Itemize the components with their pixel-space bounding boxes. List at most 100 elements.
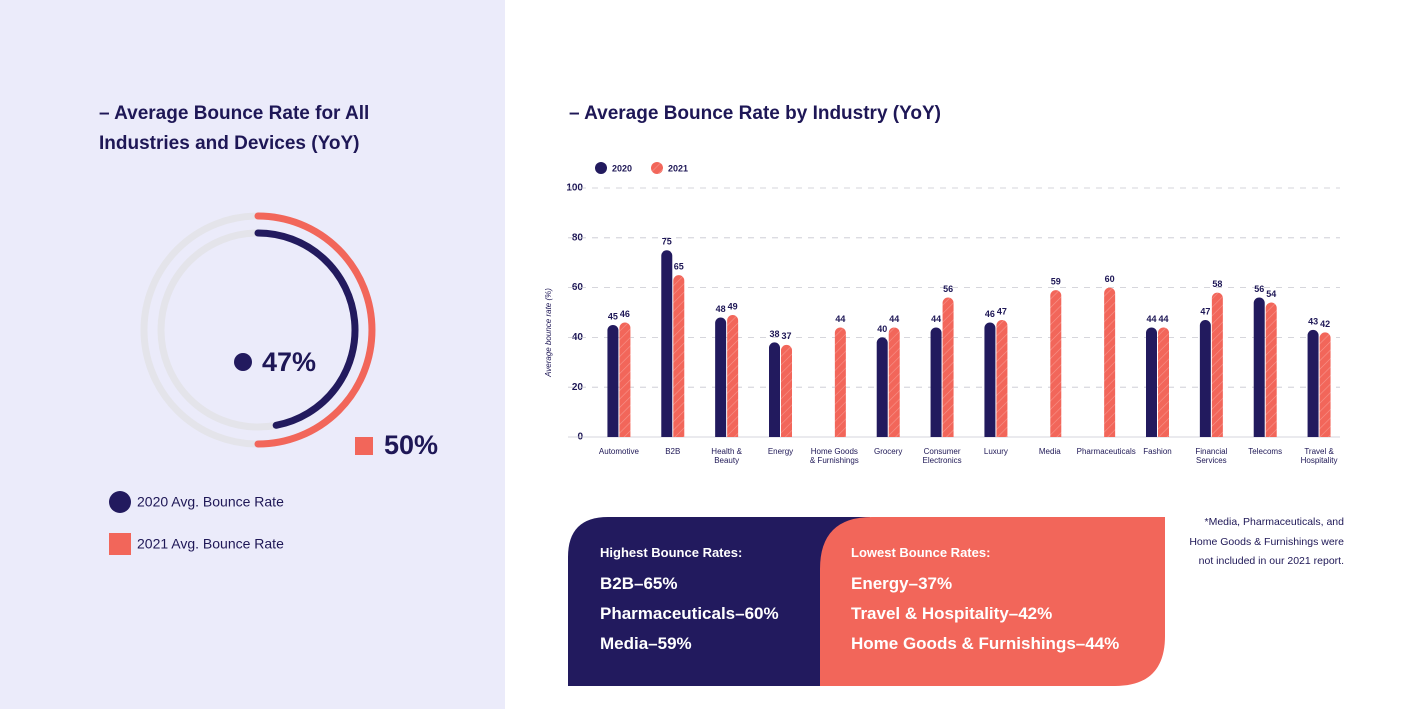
bar bbox=[1146, 327, 1157, 437]
value-label: 45 bbox=[608, 311, 618, 321]
highest-item: Media–59% bbox=[600, 634, 692, 653]
bar bbox=[1199, 319, 1211, 437]
bar bbox=[727, 314, 739, 437]
value-label: 65 bbox=[674, 262, 684, 272]
legend-label: 2020 Avg. Bounce Rate bbox=[137, 494, 284, 510]
lowest-title: Lowest Bounce Rates: bbox=[851, 545, 991, 560]
value-label: 44 bbox=[835, 314, 845, 324]
value-label: 58 bbox=[1212, 279, 1222, 289]
value-label: 56 bbox=[1254, 284, 1264, 294]
bar bbox=[1307, 329, 1319, 437]
x-tick-label: Home Goods & Furnishings bbox=[809, 447, 859, 465]
bar bbox=[834, 327, 846, 437]
y-tick-label: 40 bbox=[572, 332, 584, 343]
value-label: 49 bbox=[728, 301, 738, 311]
ring-arc bbox=[254, 229, 359, 429]
y-tick-label: 60 bbox=[572, 282, 584, 293]
x-tick-label: Fashion bbox=[1143, 447, 1172, 456]
bar-title: – Average Bounce Rate by Industry (YoY) bbox=[569, 103, 941, 124]
legend-swatch bbox=[109, 491, 131, 513]
y-axis-label: Average bounce rate (%) bbox=[544, 288, 553, 378]
value-label: 37 bbox=[781, 331, 791, 341]
value-label: 44 bbox=[931, 314, 941, 324]
legend-label: 2021 Avg. Bounce Rate bbox=[137, 536, 284, 552]
lowest-item: Travel & Hospitality–42% bbox=[851, 604, 1053, 623]
bar bbox=[888, 327, 900, 437]
lowest-item: Home Goods & Furnishings–44% bbox=[851, 634, 1120, 653]
value-label: 38 bbox=[769, 329, 779, 339]
value-label: 75 bbox=[662, 237, 672, 247]
highest-item: B2B–65% bbox=[600, 574, 678, 593]
bar bbox=[673, 275, 685, 437]
x-tick-label: B2B bbox=[665, 447, 681, 456]
label-dot bbox=[234, 353, 252, 371]
value-label: 47 bbox=[997, 306, 1007, 316]
value-label: 46 bbox=[620, 309, 630, 319]
bar bbox=[1265, 302, 1277, 437]
highest-title: Highest Bounce Rates: bbox=[600, 545, 743, 560]
x-tick-label: Energy bbox=[767, 447, 794, 456]
bar bbox=[1104, 287, 1116, 437]
value-label: 50% bbox=[384, 430, 438, 460]
y-tick-label: 100 bbox=[566, 183, 583, 194]
bar bbox=[769, 342, 780, 437]
bar bbox=[942, 297, 954, 437]
legend-swatch bbox=[651, 162, 663, 174]
legend-label: 2020 bbox=[612, 163, 632, 173]
value-label: 42 bbox=[1320, 319, 1330, 329]
legend-swatch bbox=[109, 533, 131, 555]
bar bbox=[876, 337, 888, 437]
bar bbox=[1319, 332, 1331, 437]
x-tick-label: Luxury bbox=[983, 447, 1008, 456]
x-tick-label: Travel & Hospitality bbox=[1300, 447, 1338, 465]
label-square bbox=[355, 437, 373, 455]
bar bbox=[619, 322, 631, 437]
bar bbox=[607, 324, 619, 437]
x-tick-label: Telecoms bbox=[1248, 447, 1283, 456]
x-tick-label: Health & Beauty bbox=[711, 447, 742, 465]
value-label: 44 bbox=[1146, 314, 1156, 324]
value-label: 47% bbox=[262, 347, 316, 377]
x-tick-label: Financial Services bbox=[1195, 447, 1228, 465]
highlight-dark-box bbox=[568, 517, 870, 686]
highest-item: Pharmaceuticals–60% bbox=[600, 604, 779, 623]
value-label: 48 bbox=[716, 304, 726, 314]
bar bbox=[715, 317, 727, 437]
x-tick-label: Consumer Electronics bbox=[922, 447, 962, 465]
value-label: 43 bbox=[1308, 316, 1318, 326]
value-label: 56 bbox=[943, 284, 953, 294]
footnote: *Media, Pharmaceuticals, and Home Goods … bbox=[1189, 516, 1344, 567]
bar bbox=[661, 250, 673, 437]
y-tick-label: 80 bbox=[572, 232, 584, 243]
value-label: 44 bbox=[889, 314, 899, 324]
bar bbox=[1253, 297, 1265, 437]
value-label: 54 bbox=[1266, 289, 1276, 299]
x-tick-label: Media bbox=[1038, 447, 1061, 456]
legend-label: 2021 bbox=[668, 163, 688, 173]
x-tick-label: Grocery bbox=[873, 447, 903, 456]
value-label: 59 bbox=[1051, 276, 1061, 286]
bar bbox=[1211, 292, 1223, 437]
ring-arc bbox=[254, 212, 376, 448]
x-tick-label: Pharmaceuticals bbox=[1076, 447, 1136, 456]
bar bbox=[1158, 327, 1169, 437]
bar bbox=[930, 327, 942, 437]
value-label: 44 bbox=[1158, 314, 1168, 324]
value-label: 46 bbox=[985, 309, 995, 319]
bar bbox=[984, 322, 996, 437]
value-label: 47 bbox=[1200, 306, 1210, 316]
legend-swatch bbox=[595, 162, 607, 174]
lowest-item: Energy–37% bbox=[851, 574, 953, 593]
bar bbox=[1050, 290, 1062, 437]
x-tick-label: Automotive bbox=[598, 447, 639, 456]
y-tick-label: 20 bbox=[572, 382, 584, 393]
value-label: 60 bbox=[1105, 274, 1115, 284]
left-panel bbox=[0, 0, 505, 709]
bar bbox=[781, 344, 792, 437]
highlight-red-box bbox=[820, 517, 1165, 686]
value-label: 40 bbox=[877, 324, 887, 334]
donut-title: – Average Bounce Rate for All Industries… bbox=[99, 103, 370, 154]
bar bbox=[996, 319, 1008, 437]
